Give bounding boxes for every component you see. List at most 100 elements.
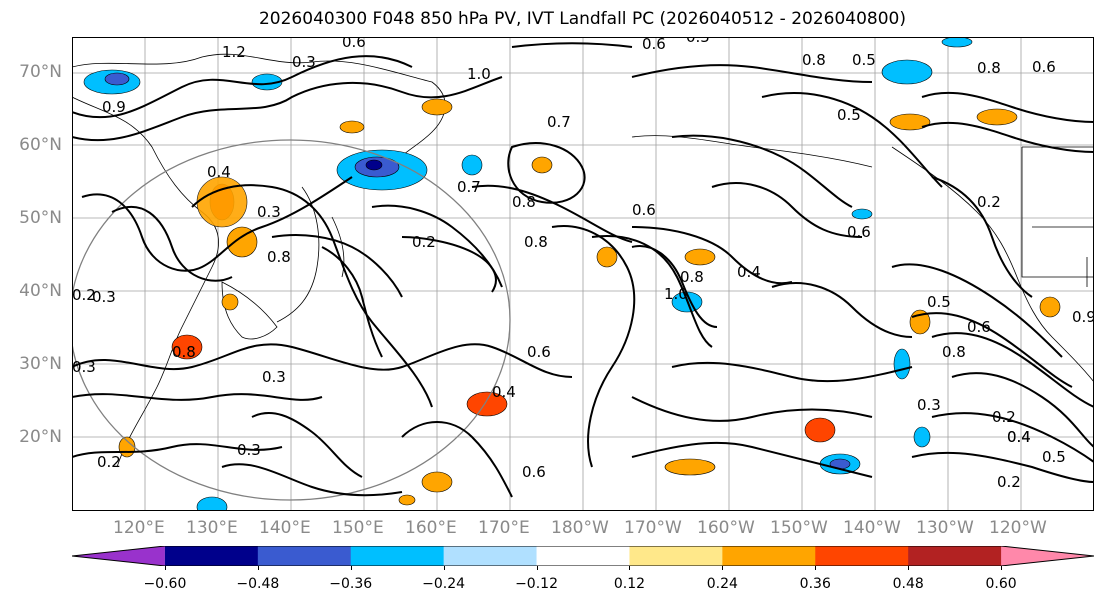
- contour-label: 0.7: [457, 178, 481, 196]
- contour-label: 0.5: [852, 51, 876, 69]
- colorbar-tick-label: 0.12: [613, 576, 646, 592]
- lat-label: 70°N: [19, 62, 62, 82]
- contour-label: 0.9: [1072, 308, 1094, 326]
- colorbar-tick-mark: [1001, 566, 1003, 570]
- lon-label: 120°E: [113, 518, 165, 538]
- lat-label: 40°N: [19, 281, 62, 301]
- lat-label: 20°N: [19, 427, 62, 447]
- colorbar-swatch: [629, 546, 723, 566]
- colorbar-tick-label: −0.24: [422, 576, 466, 592]
- contour-label: 0.2: [97, 453, 121, 471]
- contour-label: 0.6: [522, 463, 546, 481]
- colorbar-tick-label: −0.36: [329, 576, 373, 592]
- colorbar-tick-label: 0.60: [985, 576, 1017, 592]
- lon-label: 150°W: [770, 518, 828, 538]
- lat-label: 50°N: [19, 208, 62, 228]
- contour-label: 0.6: [967, 318, 991, 336]
- contour-label: 0.2: [977, 193, 1001, 211]
- contour-label: 0.6: [527, 343, 551, 361]
- contour-label: 0.2: [412, 233, 436, 251]
- colorbar-tick-mark: [908, 566, 910, 570]
- contour-label: 0.8: [172, 343, 196, 361]
- colorbar-tick-label: 0.36: [799, 576, 831, 592]
- colorbar-swatch: [350, 546, 445, 566]
- contour-label: 0.3: [917, 396, 941, 414]
- colorbar-swatch: [536, 546, 630, 566]
- colorbar-swatch: [257, 546, 352, 566]
- lon-label: 140°W: [843, 518, 901, 538]
- contour-label: 0.8: [267, 248, 291, 266]
- map-panel: 1.2 0.9 0.3 0.6 0.5 0.6 0.8 0.8 0.5 0.6 …: [72, 37, 1094, 511]
- colorbar: [71, 545, 1095, 567]
- lon-label: 160°W: [697, 518, 755, 538]
- lon-label: 140°E: [259, 518, 311, 538]
- colorbar-swatch: [1001, 546, 1094, 566]
- colorbar-tick-label: 0.48: [892, 576, 924, 592]
- map-frame: [72, 37, 1094, 511]
- contour-label: 0.4: [737, 263, 761, 281]
- colorbar-tick-mark: [536, 566, 538, 570]
- contour-label: 0.3: [262, 368, 286, 386]
- contour-label: 0.8: [977, 59, 1001, 77]
- colorbar-swatch: [164, 546, 259, 566]
- contour-label: 0.7: [547, 113, 571, 131]
- colorbar-tick-label: −0.60: [143, 576, 187, 592]
- lat-label: 60°N: [19, 135, 62, 155]
- contour-label: 0.8: [802, 51, 826, 69]
- contour-label: 0.3: [237, 441, 261, 459]
- contour-label: 0.4: [1007, 428, 1031, 446]
- contour-label: 0.3: [92, 288, 116, 306]
- lon-label: 170°W: [624, 518, 682, 538]
- contour-label: 0.4: [492, 383, 516, 401]
- contour-label: 0.3: [257, 203, 281, 221]
- focus-circle: [72, 139, 511, 501]
- contour-label: 0.5: [1042, 448, 1066, 466]
- lon-label: 160°E: [405, 518, 457, 538]
- contour-labels: 1.2 0.9 0.3 0.6 0.5 0.6 0.8 0.8 0.5 0.6 …: [72, 37, 1094, 491]
- contour-label: 0.8: [512, 193, 536, 211]
- contour-label: 0.5: [686, 37, 710, 46]
- contour-label: 0.5: [837, 106, 861, 124]
- contour-label: 0.6: [342, 37, 366, 51]
- colorbar-swatch: [908, 546, 1002, 566]
- contour-label: 0.2: [997, 473, 1021, 491]
- contour-label: 1.0: [467, 65, 491, 83]
- contour-label: 1.2: [222, 43, 246, 61]
- lon-label: 130°W: [916, 518, 974, 538]
- contour-label: 0.4: [1007, 428, 1031, 446]
- contour-label: 1.0: [664, 285, 688, 303]
- colorbar-tick-mark: [350, 566, 352, 570]
- contour-label: 0.6: [847, 223, 871, 241]
- contour-label: 0.6: [632, 201, 656, 219]
- colorbar-tick-mark: [164, 566, 166, 570]
- lon-label: 180°W: [551, 518, 609, 538]
- colorbar-tick-label: 0.24: [706, 576, 738, 592]
- lon-label: 120°W: [989, 518, 1047, 538]
- contour-label: 0.3: [292, 53, 316, 71]
- colorbar-tick-mark: [629, 566, 631, 570]
- colorbar-canvas: [71, 545, 1095, 567]
- contour-label: 0.6: [642, 37, 666, 53]
- lat-label: 30°N: [19, 354, 62, 374]
- colorbar-tick-mark: [257, 566, 259, 570]
- colorbar-tick-mark: [722, 566, 724, 570]
- contour-label: 0.2: [72, 286, 96, 304]
- contour-label: 0.8: [524, 233, 548, 251]
- contour-label: 0.9: [102, 98, 126, 116]
- colorbar-swatch: [443, 546, 538, 566]
- contour-label: 0.6: [1032, 58, 1056, 76]
- colorbar-swatch: [72, 546, 165, 566]
- graticule: [72, 37, 1094, 511]
- contour-label: 0.5: [927, 293, 951, 311]
- colorbar-swatch: [722, 546, 816, 566]
- colorbar-tick-label: −0.48: [236, 576, 280, 592]
- map-title: 2026040300 F048 850 hPa PV, IVT Landfall…: [258, 9, 906, 29]
- coastlines: [72, 53, 1094, 468]
- lon-label: 130°E: [186, 518, 238, 538]
- contour-label: 0.8: [942, 343, 966, 361]
- colorbar-tick-mark: [815, 566, 817, 570]
- colorbar-tick-label: −0.12: [515, 576, 558, 592]
- colorbar-swatch: [815, 546, 909, 566]
- contour-label: 0.4: [207, 163, 231, 181]
- pv-shading: [83, 37, 1061, 511]
